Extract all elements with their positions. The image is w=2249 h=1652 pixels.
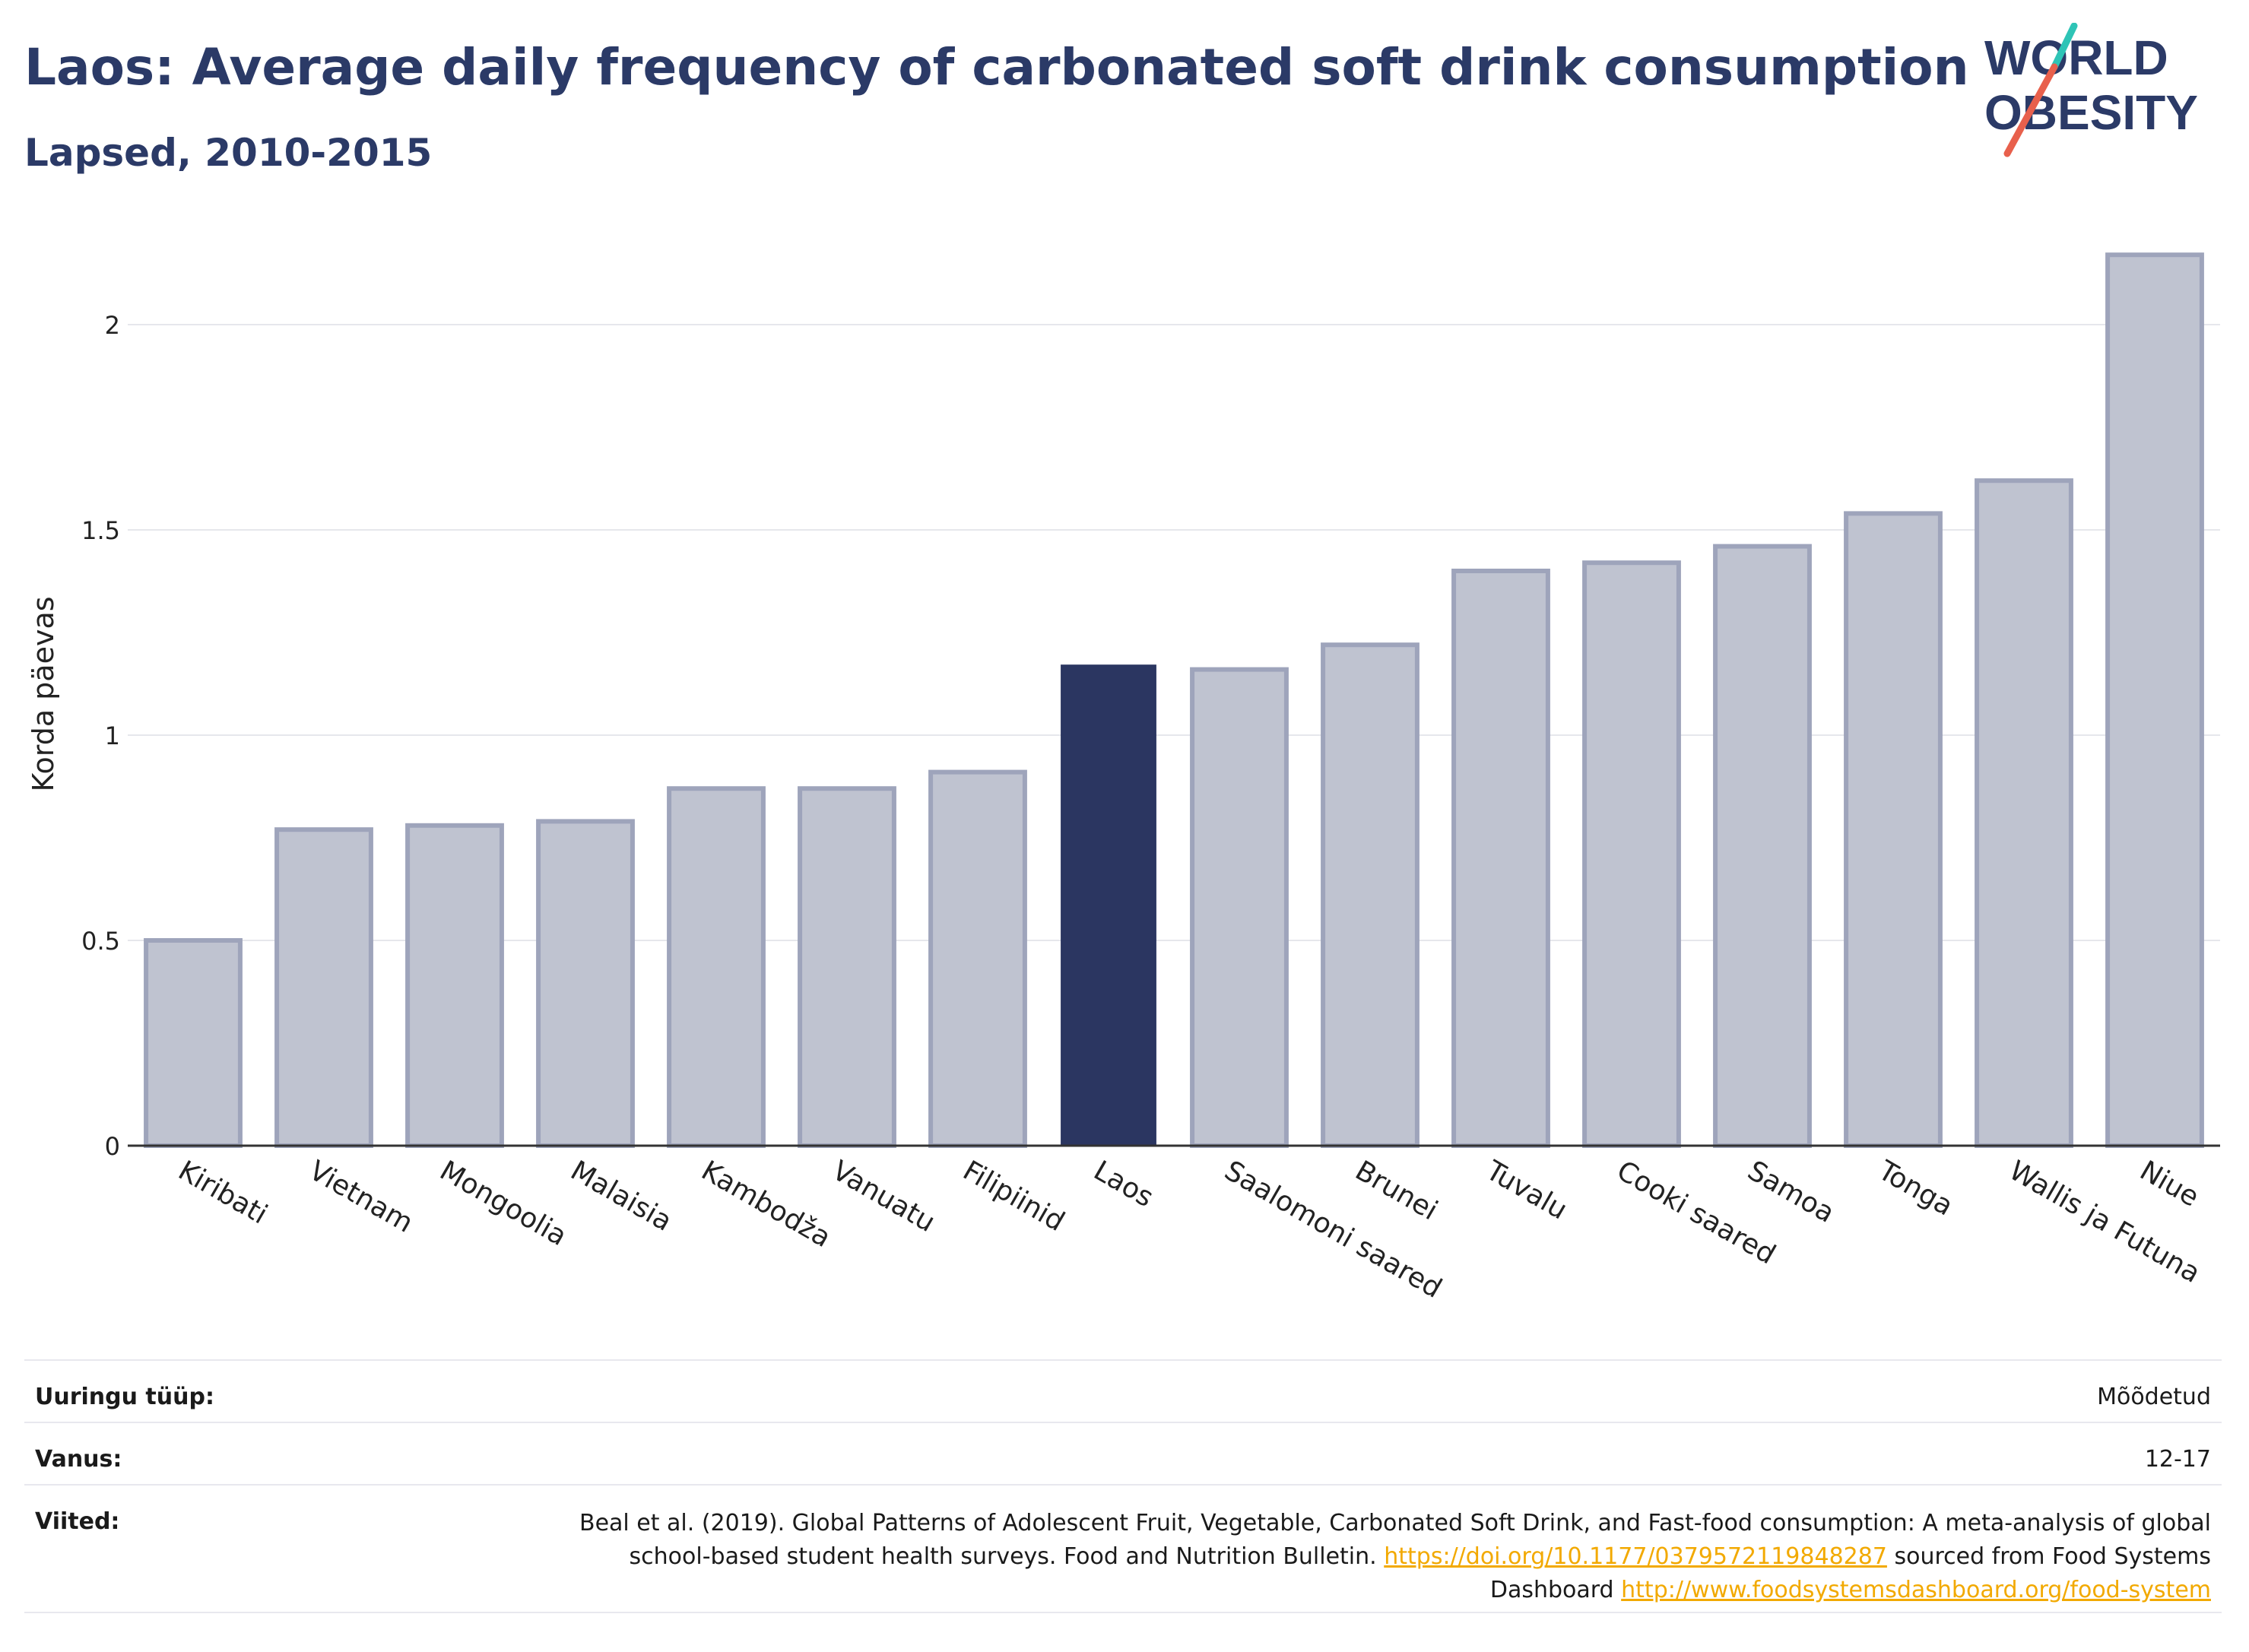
age-value: 12-17 <box>2144 1446 2211 1473</box>
y-tick-label: 0 <box>105 1132 120 1161</box>
info-bottom-divider <box>24 1612 2222 1613</box>
x-tick-label: Kiribati <box>173 1155 273 1230</box>
y-axis-title: Korda päevas <box>27 596 60 791</box>
bar <box>1844 511 1943 1148</box>
bar <box>1061 664 1156 1146</box>
x-tick-label: Samoa <box>1743 1155 1840 1229</box>
info-row-references: Viited: Beal et al. (2019). Global Patte… <box>24 1484 2222 1613</box>
dashboard-link[interactable]: http://www.foodsystemsdashboard.org/food… <box>1621 1577 2211 1603</box>
references-text: Beal et al. (2019). Global Patterns of A… <box>576 1507 2211 1607</box>
bar <box>144 938 243 1148</box>
bar <box>274 827 373 1148</box>
bar <box>928 769 1027 1148</box>
info-row-age: Vanus: 12-17 <box>24 1422 2222 1486</box>
references-label: Viited: <box>35 1508 120 1535</box>
x-tick-label: Mongoolia <box>435 1155 573 1252</box>
bar <box>1451 569 1550 1148</box>
y-tick-label: 1.5 <box>81 516 120 545</box>
chart-title: Laos: Average daily frequency of carbona… <box>24 38 1969 97</box>
world-obesity-logo: WORLD OBESITY <box>1984 23 2198 157</box>
x-tick-label: Malaisia <box>566 1155 677 1238</box>
bar <box>1713 544 1812 1148</box>
survey-type-label: Uuringu tüüp: <box>35 1384 214 1410</box>
bar <box>2105 252 2204 1149</box>
x-tick-label: Niue <box>2135 1155 2204 1213</box>
reference-citation: Beal et al. (2019). Global Patterns of A… <box>579 1510 2211 1570</box>
chart-subtitle: Lapsed, 2010-2015 <box>24 131 433 175</box>
info-row-survey-type: Uuringu tüüp: Mõõdetud <box>24 1359 2222 1423</box>
x-tick-label: Laos <box>1089 1155 1159 1213</box>
y-tick-label: 0.5 <box>81 927 120 956</box>
bar <box>536 819 635 1149</box>
bar <box>1975 478 2073 1148</box>
bar <box>1582 560 1681 1148</box>
y-tick-label: 1 <box>105 721 120 750</box>
bar <box>667 786 766 1148</box>
reference-source: sourced from Food Systems Dashboard <box>1489 1543 2211 1603</box>
x-tick-label: Filipiinid <box>958 1155 1070 1238</box>
x-tick-label: Tuvalu <box>1480 1155 1572 1226</box>
x-tick-label: Vanuatu <box>827 1155 941 1238</box>
x-tick-label: Brunei <box>1350 1155 1443 1226</box>
logo-text-world: WORLD <box>1984 30 2168 85</box>
bar <box>1321 642 1420 1148</box>
logo-slash-coral <box>2003 63 2058 157</box>
y-tick-label: 2 <box>105 311 120 340</box>
bar <box>798 786 896 1148</box>
doi-link[interactable]: https://doi.org/10.1177/0379572119848287 <box>1384 1543 1887 1570</box>
logo-slash-teal <box>2051 23 2078 71</box>
bar <box>405 823 504 1149</box>
bar-chart: 0 0.5 1 1.5 2 Korda päevas Kiribati Vietnam Mong… <box>27 252 2220 1305</box>
x-tick-label: Kambodža <box>696 1155 836 1254</box>
x-tick-label: Tonga <box>1873 1155 1959 1222</box>
age-label: Vanus: <box>35 1446 122 1473</box>
survey-type-value: Mõõdetud <box>2097 1384 2211 1410</box>
x-tick-label: Saalomoni saared <box>1220 1155 1448 1305</box>
bar <box>1190 667 1289 1148</box>
x-tick-label: Vietnam <box>304 1155 418 1239</box>
